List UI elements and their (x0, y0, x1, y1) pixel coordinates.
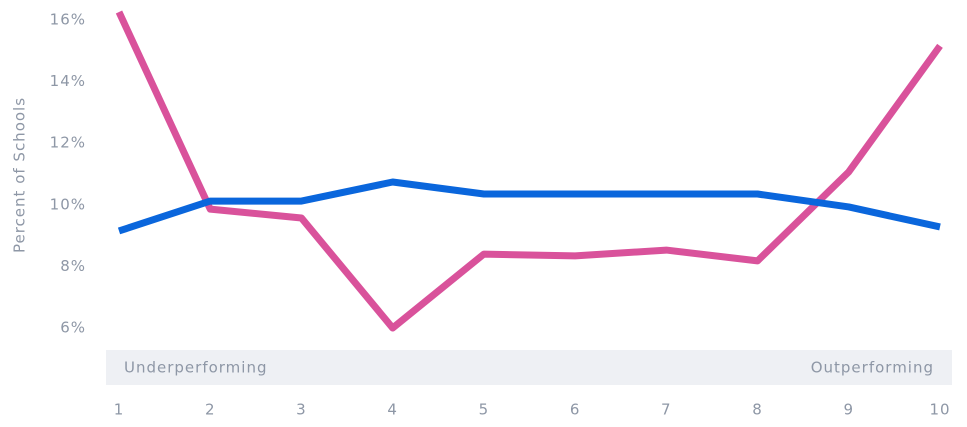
y-axis-label: Percent of Schools (11, 97, 29, 253)
y-tick-label: 6% (60, 319, 86, 337)
y-tick-label: 8% (60, 257, 86, 275)
x-tick-label: 6 (570, 401, 581, 419)
x-tick-label: 4 (387, 401, 398, 419)
x-tick-label: 8 (752, 401, 763, 419)
annotation-left: Underperforming (124, 359, 268, 377)
y-tick-label: 10% (50, 195, 86, 213)
annotation-right: Outperforming (811, 359, 934, 377)
x-tick-label: 2 (205, 401, 216, 419)
x-tick-label: 10 (929, 401, 950, 419)
performance-band (106, 350, 952, 385)
x-tick-label: 7 (661, 401, 672, 419)
x-tick-label: 1 (114, 401, 125, 419)
x-tick-label: 3 (296, 401, 307, 419)
series-line (117, 178, 941, 235)
y-tick-label: 14% (50, 72, 86, 90)
y-tick-label: 16% (50, 11, 86, 29)
x-tick-label: 9 (844, 401, 855, 419)
series-line (115, 10, 943, 332)
y-tick-label: 12% (50, 134, 86, 152)
x-tick-label: 5 (479, 401, 490, 419)
